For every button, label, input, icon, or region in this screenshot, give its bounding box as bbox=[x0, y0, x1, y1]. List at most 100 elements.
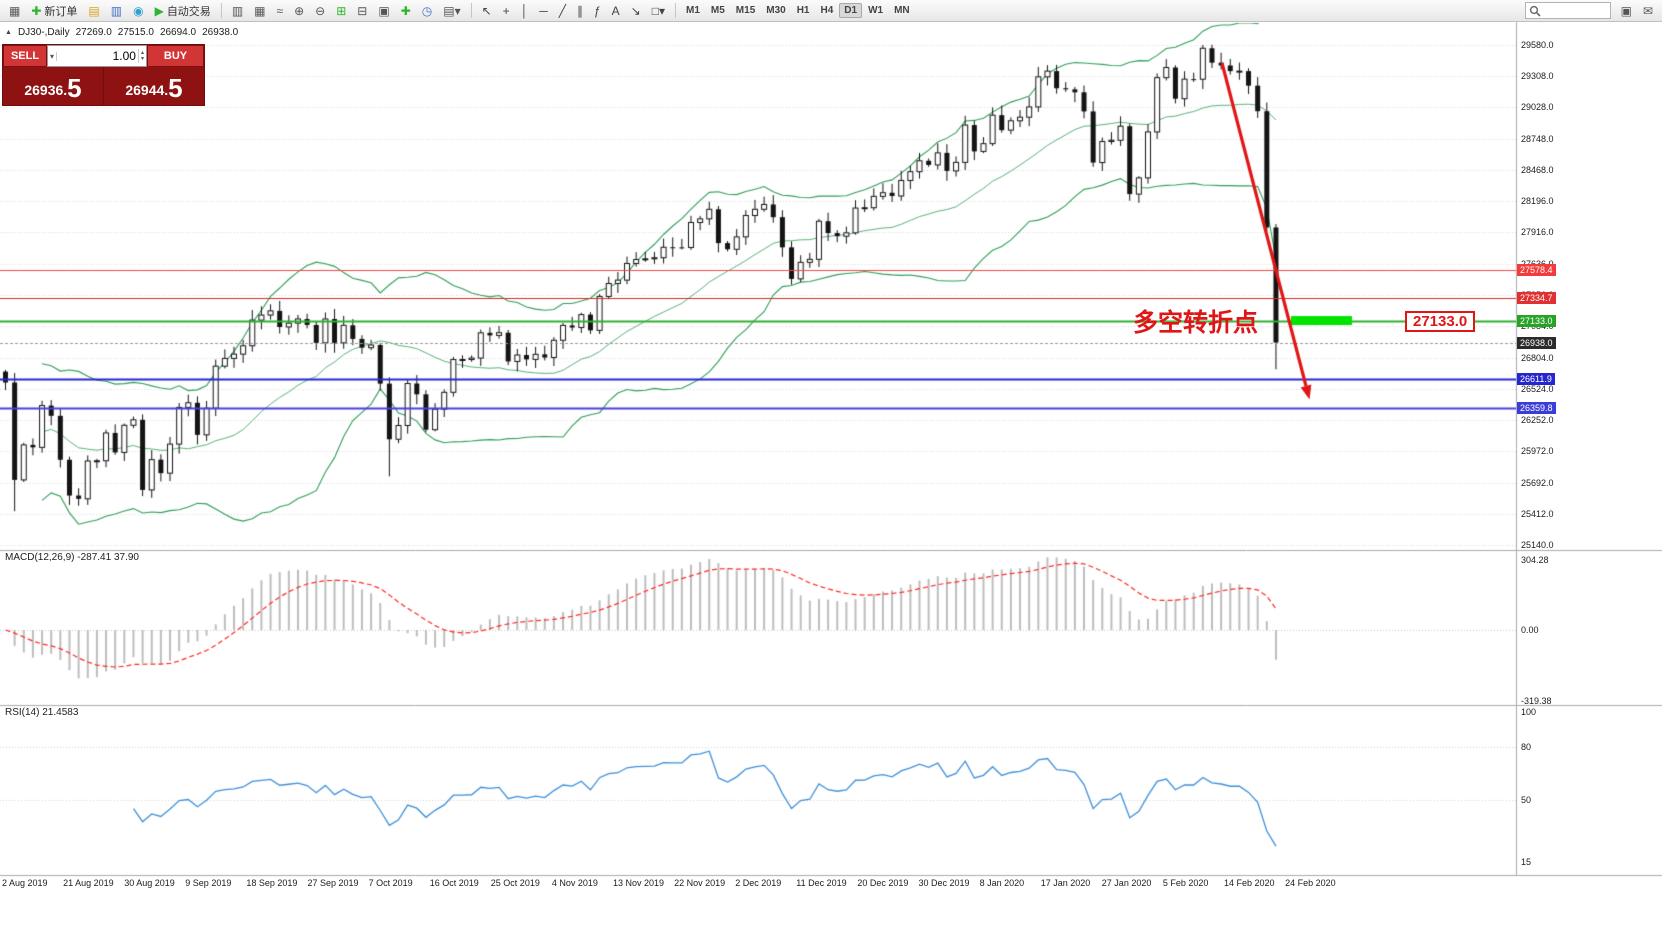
timeframe-m30[interactable]: M30 bbox=[766, 5, 786, 16]
timeframe-w1[interactable]: W1 bbox=[868, 5, 884, 16]
candlestick-chart-button[interactable]: ▦ bbox=[249, 2, 270, 20]
market-watch-button[interactable]: ▤ bbox=[83, 2, 104, 20]
volume-dropdown-icon[interactable]: ▾ bbox=[48, 51, 58, 61]
toolbar-separator bbox=[470, 3, 472, 18]
tile-windows-icon: ⊞ bbox=[336, 3, 347, 18]
chart-window-button[interactable]: ▦ bbox=[4, 2, 25, 20]
date-axis-label: 4 Nov 2019 bbox=[551, 878, 598, 888]
timeframe-h1[interactable]: H1 bbox=[796, 5, 810, 16]
date-axis-label: 24 Feb 2020 bbox=[1285, 878, 1336, 888]
cascade-windows-icon: ⊟ bbox=[357, 3, 368, 18]
volume-stepper[interactable]: ▾ ▴ ▾ bbox=[47, 45, 147, 67]
candlestick-chart-icon: ▦ bbox=[254, 3, 266, 18]
buy-price[interactable]: 26944. 5 bbox=[103, 67, 204, 105]
zoom-out-button[interactable]: ⊖ bbox=[310, 2, 330, 20]
volume-input[interactable] bbox=[57, 49, 138, 63]
timeframe-mn[interactable]: MN bbox=[894, 5, 910, 16]
shapes-button[interactable]: □▾ bbox=[647, 2, 670, 20]
arrow-tool-button[interactable]: ↘ bbox=[626, 2, 646, 20]
level-price-label[interactable]: 27578.4 bbox=[1517, 264, 1556, 277]
help-button[interactable]: ◉ bbox=[128, 2, 148, 20]
crosshair-icon: + bbox=[502, 3, 510, 18]
new-order-button[interactable]: ✚ 新订单 bbox=[26, 2, 82, 20]
vertical-line-button[interactable]: │ bbox=[516, 2, 534, 20]
spinner-down-icon[interactable]: ▾ bbox=[140, 56, 144, 62]
price-axis-tick: 28748.0 bbox=[1521, 133, 1554, 144]
navigator-button[interactable]: ▥ bbox=[106, 2, 127, 20]
trendline-icon: ╱ bbox=[558, 3, 566, 18]
timeframe-m15[interactable]: M15 bbox=[735, 5, 756, 16]
chart-window-icon: ▦ bbox=[9, 3, 21, 18]
search-input[interactable] bbox=[1542, 4, 1607, 17]
template-icon: ▤▾ bbox=[443, 3, 461, 18]
period-button[interactable]: ◷ bbox=[417, 2, 437, 20]
trendline-button[interactable]: ╱ bbox=[554, 2, 571, 20]
turning-point-annotation[interactable]: 多空转折点 bbox=[1133, 309, 1259, 337]
line-chart-button[interactable]: ≈ bbox=[272, 2, 289, 20]
crosshair-button[interactable]: + bbox=[498, 2, 515, 20]
zoom-in-button[interactable]: ⊕ bbox=[289, 2, 309, 20]
level-price-label[interactable]: 26359.8 bbox=[1517, 401, 1556, 414]
timeframe-toolbar: M1 M5 M15 M30 H1 H4 D1 W1 MN bbox=[681, 3, 915, 18]
buy-price-big: 5 bbox=[168, 73, 183, 103]
cursor-button[interactable]: ↖ bbox=[477, 2, 497, 20]
arrow-tool-icon: ↘ bbox=[630, 3, 641, 18]
toolbar-chart-icons: ▥ ▦ ≈ ⊕ ⊖ ⊞ ⊟ ▣ ✚ ◷ ▤▾ bbox=[227, 2, 466, 20]
price-axis-tick: 26252.0 bbox=[1521, 414, 1554, 425]
zoom-out-icon: ⊖ bbox=[315, 3, 326, 18]
timeframe-m5[interactable]: M5 bbox=[710, 5, 725, 16]
rsi-scale-tick: 15 bbox=[1521, 857, 1532, 867]
price-axis-tick: 29580.0 bbox=[1521, 40, 1554, 50]
buy-price-small: 26944. bbox=[125, 82, 169, 98]
search-box[interactable] bbox=[1524, 2, 1611, 19]
text-tool-button[interactable]: A bbox=[607, 2, 625, 20]
fibonacci-button[interactable]: ƒ bbox=[589, 2, 606, 20]
channel-button[interactable]: ∥ bbox=[572, 2, 588, 20]
timeframe-m1[interactable]: M1 bbox=[685, 5, 700, 16]
sell-price[interactable]: 26936. 5 bbox=[3, 67, 103, 105]
bar-chart-button[interactable]: ▥ bbox=[227, 2, 248, 20]
date-axis-label: 14 Feb 2020 bbox=[1224, 878, 1275, 888]
message-button[interactable]: ✉ bbox=[1638, 2, 1658, 20]
price-callout-label[interactable]: 27133.0 bbox=[1405, 311, 1476, 332]
date-axis-label: 27 Sep 2019 bbox=[307, 878, 359, 888]
timeframe-h4[interactable]: H4 bbox=[820, 5, 834, 16]
date-axis-label: 30 Dec 2019 bbox=[918, 878, 970, 888]
layout-icon: ▣ bbox=[1620, 3, 1632, 18]
date-axis-label: 11 Dec 2019 bbox=[796, 878, 847, 888]
spinner-up-icon[interactable]: ▴ bbox=[140, 50, 144, 56]
date-axis-label: 22 Nov 2019 bbox=[674, 878, 726, 888]
autotrading-button[interactable]: ▶ 自动交易 bbox=[150, 2, 216, 20]
price-axis-tick: 25692.0 bbox=[1521, 477, 1554, 488]
template-button[interactable]: ▤▾ bbox=[438, 2, 465, 20]
period-icon: ◷ bbox=[421, 3, 433, 18]
horizontal-line-button[interactable]: ─ bbox=[534, 2, 553, 20]
level-price-label[interactable]: 26611.9 bbox=[1517, 373, 1555, 386]
symbol-timeframe-label: DJ30-,Daily bbox=[17, 27, 70, 38]
volume-spinner[interactable]: ▴ ▾ bbox=[137, 49, 146, 63]
cascade-windows-button[interactable]: ⊟ bbox=[352, 2, 372, 20]
text-tool-icon: A bbox=[611, 3, 620, 18]
add-indicator-button[interactable]: ✚ bbox=[396, 2, 416, 20]
arrange-windows-button[interactable]: ▣ bbox=[373, 2, 394, 20]
layout-button[interactable]: ▣ bbox=[1616, 2, 1637, 20]
zoom-in-icon: ⊕ bbox=[294, 3, 305, 18]
date-axis-label: 27 Jan 2020 bbox=[1101, 878, 1152, 888]
price-axis-tick: 26804.0 bbox=[1521, 352, 1554, 363]
timeframe-d1[interactable]: D1 bbox=[839, 3, 863, 18]
level-price-label[interactable]: 26938.0 bbox=[1517, 336, 1556, 349]
tile-windows-button[interactable]: ⊞ bbox=[331, 2, 351, 20]
chart-ohlc-info: ▲ DJ30-,Daily 27269.0 27515.0 26694.0 26… bbox=[5, 27, 238, 38]
level-price-label[interactable]: 27133.0 bbox=[1517, 314, 1556, 327]
price-axis-tick: 28468.0 bbox=[1521, 165, 1554, 176]
autotrading-icon: ▶ bbox=[154, 3, 164, 18]
price-axis-tick: 27636.0 bbox=[1521, 259, 1554, 269]
buy-button[interactable]: BUY bbox=[147, 45, 204, 67]
cursor-icon: ↖ bbox=[481, 3, 492, 18]
level-price-label[interactable]: 27334.7 bbox=[1517, 291, 1556, 304]
sell-button[interactable]: SELL bbox=[3, 45, 47, 67]
price-axis-tick: 29028.0 bbox=[1521, 102, 1554, 113]
rsi-label: RSI(14) 21.4583 bbox=[5, 707, 79, 718]
autotrading-label: 自动交易 bbox=[166, 5, 211, 18]
